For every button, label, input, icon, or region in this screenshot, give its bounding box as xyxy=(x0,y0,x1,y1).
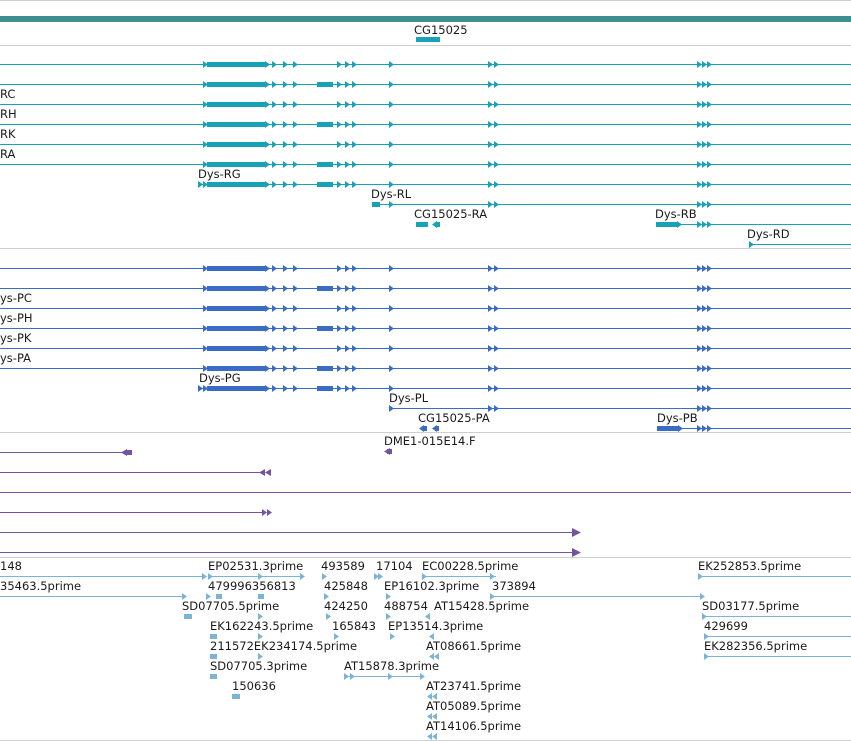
cdna-alignment-row[interactable] xyxy=(0,449,132,456)
transcript-row[interactable] xyxy=(749,241,851,248)
gene-label-cg15025[interactable]: CG15025 xyxy=(414,23,468,37)
transcript-row[interactable] xyxy=(198,181,851,188)
cdna-alignment-row[interactable] xyxy=(0,548,581,557)
cdna-alignment-row[interactable] xyxy=(0,528,581,537)
cdna-track: DME1-015E14.F xyxy=(0,434,851,557)
gene-label-cg15025-ra[interactable]: CG15025-RA xyxy=(414,207,487,221)
transcript-row[interactable] xyxy=(0,61,851,68)
gene-label-dys-rd[interactable]: Dys-RD xyxy=(747,227,790,241)
est-label-at15878[interactable]: AT15878.3prime xyxy=(344,659,439,673)
transcript-row[interactable] xyxy=(0,141,851,148)
est-label-at23741[interactable]: AT23741.5prime xyxy=(426,679,521,693)
est-label-ek252853[interactable]: EK252853.5prime xyxy=(698,559,801,573)
est-label-479996356813[interactable]: 479996356813 xyxy=(208,579,296,593)
est-label-17104[interactable]: 17104 xyxy=(376,559,413,573)
cdna-alignment-row[interactable] xyxy=(0,509,272,516)
protein-label-cg15025-pa[interactable]: CG15025-PA xyxy=(418,411,490,425)
est-label-488754[interactable]: 488754 xyxy=(384,599,428,613)
est-label-211572[interactable]: 211572EK234174.5prime xyxy=(210,639,357,653)
est-label-35463[interactable]: 35463.5prime xyxy=(0,579,81,593)
transcript-row[interactable] xyxy=(416,221,440,228)
transcript-row[interactable] xyxy=(0,101,851,108)
protein-row[interactable] xyxy=(0,265,851,272)
transcript-row[interactable] xyxy=(656,221,851,228)
protein-row[interactable] xyxy=(0,325,851,332)
protein-label-dys-pl[interactable]: Dys-PL xyxy=(389,391,429,405)
protein-label-dys-pc[interactable]: ys-PC xyxy=(0,291,32,305)
gene-track: CG15025 xyxy=(0,23,851,248)
protein-label-dys-pa[interactable]: ys-PA xyxy=(0,351,31,365)
protein-row[interactable] xyxy=(0,285,851,292)
est-label-at08661[interactable]: AT08661.5prime xyxy=(426,639,521,653)
gene-label-dys-rb[interactable]: Dys-RB xyxy=(655,207,697,221)
est-label-sd07705-3[interactable]: SD07705.3prime xyxy=(210,659,307,673)
protein-label-dys-ph[interactable]: ys-PH xyxy=(0,311,33,325)
cdna-alignment-row[interactable] xyxy=(0,469,271,476)
protein-row[interactable] xyxy=(419,425,439,432)
est-label-at15428[interactable]: AT15428.5prime xyxy=(434,599,529,613)
est-label-ep02531[interactable]: EP02531.3prime xyxy=(208,559,303,573)
gene-label-rh[interactable]: RH xyxy=(0,107,17,121)
est-label-493589[interactable]: 493589 xyxy=(321,559,365,573)
protein-row[interactable] xyxy=(0,345,851,352)
est-label-sd03177[interactable]: SD03177.5prime xyxy=(702,599,799,613)
est-label-sd07705-5[interactable]: SD07705.5prime xyxy=(182,599,279,613)
protein-label-dys-pb[interactable]: Dys-PB xyxy=(657,411,698,425)
cdna-label-dme1[interactable]: DME1-015E14.F xyxy=(384,434,476,448)
est-label-ek162243[interactable]: EK162243.5prime xyxy=(210,619,313,633)
est-label-429699[interactable]: 429699 xyxy=(704,619,748,633)
est-label-425848[interactable]: 425848 xyxy=(324,579,368,593)
protein-track: ys-PC ys-PH xyxy=(0,265,851,432)
gene-label-rk[interactable]: RK xyxy=(0,127,16,141)
protein-row[interactable] xyxy=(198,385,851,392)
gene-label-rc[interactable]: RC xyxy=(0,87,15,101)
gene-label-dys-rl[interactable]: Dys-RL xyxy=(371,187,412,201)
est-label-165843[interactable]: 165843 xyxy=(332,619,376,633)
est-label-ek282356[interactable]: EK282356.5prime xyxy=(704,639,807,653)
protein-label-dys-pg[interactable]: Dys-PG xyxy=(199,371,241,385)
est-label-ep135[interactable]: EP13514.3prime xyxy=(388,619,483,633)
protein-row[interactable] xyxy=(657,425,851,432)
est-label-148[interactable]: 148 xyxy=(0,559,22,573)
est-label-ep16102[interactable]: EP16102.3prime xyxy=(384,579,479,593)
est-track: 148 35463.5prime EP02531.3prime 47999635… xyxy=(0,559,851,740)
est-label-ec00228[interactable]: EC00228.5prime xyxy=(422,559,518,573)
est-label-at05089[interactable]: AT05089.5prime xyxy=(426,699,521,713)
transcript-row[interactable] xyxy=(0,81,851,88)
protein-row[interactable] xyxy=(389,405,851,412)
exon-marker-icon xyxy=(203,61,208,68)
protein-label-dys-pk[interactable]: ys-PK xyxy=(0,331,32,345)
est-label-150636[interactable]: 150636 xyxy=(232,679,276,693)
est-label-373894[interactable]: 373894 xyxy=(492,579,536,593)
cdna-feature[interactable] xyxy=(384,448,392,455)
est-label-424250[interactable]: 424250 xyxy=(324,599,368,613)
cg15025-top-feature[interactable] xyxy=(416,37,440,42)
protein-row[interactable] xyxy=(0,305,851,312)
transcript-row[interactable] xyxy=(372,201,851,208)
est-features[interactable] xyxy=(0,573,851,740)
protein-row[interactable] xyxy=(0,365,851,372)
top-ruler xyxy=(0,0,851,22)
gene-label-dys-rg[interactable]: Dys-RG xyxy=(198,167,241,181)
chromosome-bar xyxy=(0,16,851,22)
est-label-at14106[interactable]: AT14106.5prime xyxy=(426,719,521,733)
transcript-row[interactable] xyxy=(0,121,851,128)
transcript-row[interactable] xyxy=(0,161,851,168)
gene-label-ra[interactable]: RA xyxy=(0,147,16,161)
